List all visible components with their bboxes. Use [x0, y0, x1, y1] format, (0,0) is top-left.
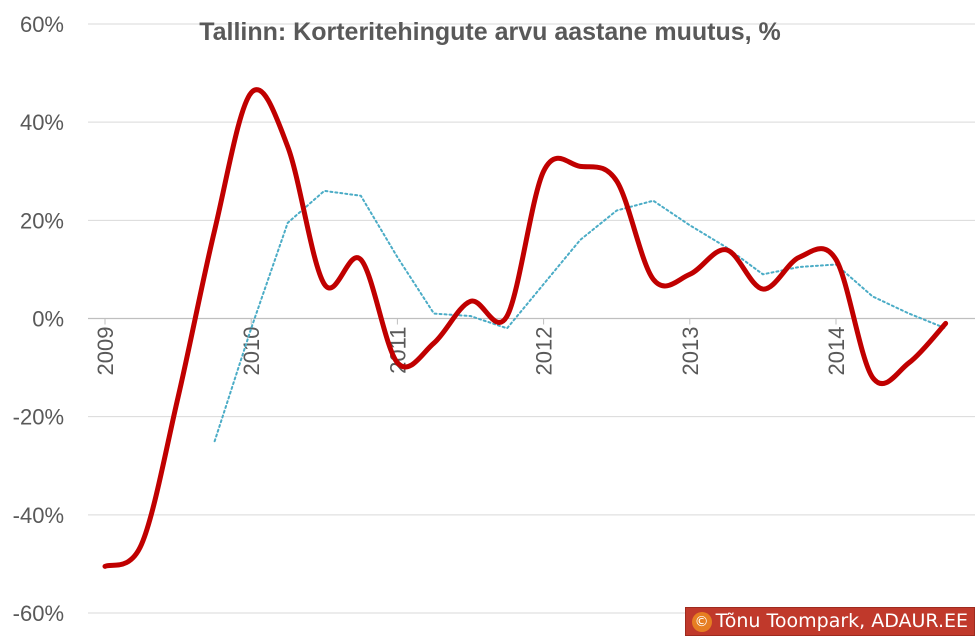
series-lines [102, 87, 949, 569]
x-tick-label: 2012 [532, 327, 557, 376]
credit-text: Tõnu Toompark, ADAUR.EE [715, 610, 968, 632]
x-tick-label: 2014 [824, 327, 849, 376]
copyright-icon: © [691, 612, 712, 632]
x-axis-tick-labels: 2009 2010 2011 2012 2013 2014 [93, 318, 849, 376]
credit-badge: © Tõnu Toompark, ADAUR.EE [684, 607, 975, 636]
gridlines [88, 23, 975, 614]
y-tick-label: 40% [20, 110, 64, 135]
series-line-dotted [213, 189, 947, 443]
y-axis-tick-labels: -60% -40% -20% 0% 20% 40% 60% [13, 12, 64, 626]
y-tick-label: 0% [32, 307, 64, 332]
x-tick-label: 2009 [93, 327, 118, 376]
x-tick-label: 2013 [678, 327, 703, 376]
chart-title: Tallinn: Korteritehingute arvu aastane m… [199, 18, 781, 46]
y-tick-label: -60% [13, 601, 64, 626]
y-tick-label: 20% [20, 208, 64, 233]
y-tick-label: -20% [13, 405, 64, 430]
y-tick-label: -40% [13, 503, 64, 528]
y-tick-label: 60% [20, 12, 64, 37]
series-line-solid [102, 87, 949, 569]
